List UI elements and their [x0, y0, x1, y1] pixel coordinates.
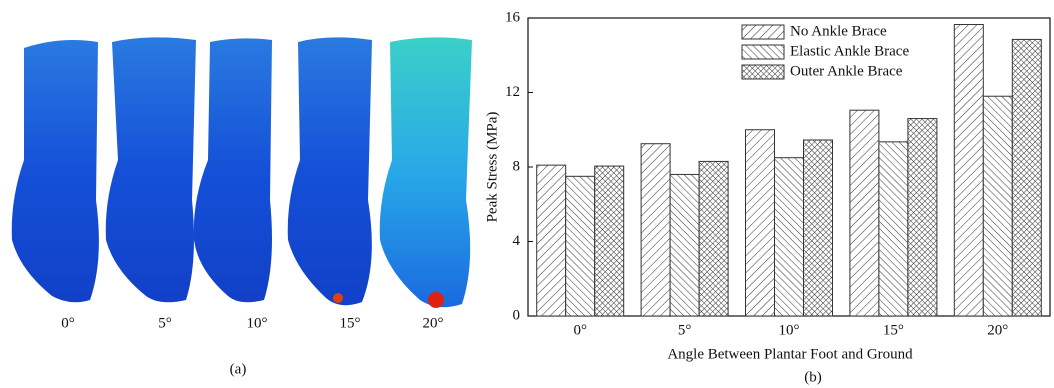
y-tick-label: 12 — [505, 84, 520, 100]
y-tick-label: 8 — [513, 158, 521, 174]
angle-label: 15° — [340, 315, 361, 331]
x-tick-label: 20° — [987, 322, 1008, 338]
legend-label: Outer Ankle Brace — [790, 63, 903, 79]
y-axis-label: Peak Stress (MPa) — [484, 112, 500, 223]
angle-label: 20° — [423, 315, 444, 331]
legend-label: No Ankle Brace — [790, 23, 887, 39]
x-axis-label: Angle Between Plantar Foot and Ground — [667, 346, 913, 362]
angle-label: 5° — [158, 315, 172, 331]
x-tick-label: 5° — [678, 322, 692, 338]
y-tick-label: 4 — [513, 233, 521, 249]
panel-a: (a) — [230, 361, 247, 377]
legend-swatch — [742, 65, 784, 79]
legend-swatch — [742, 45, 784, 59]
bar — [850, 110, 879, 316]
x-tick-label: 15° — [883, 322, 904, 338]
caption: (a) — [230, 361, 247, 377]
y-tick-label: 16 — [505, 9, 521, 25]
angle-label: 0° — [61, 315, 75, 331]
bar — [983, 96, 1012, 316]
bar — [699, 161, 728, 316]
bar — [775, 158, 804, 316]
bar — [566, 176, 595, 316]
legend-swatch — [742, 25, 784, 39]
caption: (b) — [804, 369, 822, 385]
figure: (a) (b) Angle Between Plantar Foot and G… — [0, 0, 1054, 388]
bar — [908, 119, 937, 316]
legend-label: Elastic Ankle Brace — [790, 43, 909, 59]
bar — [670, 174, 699, 316]
fea-images — [12, 37, 472, 308]
bar — [804, 140, 833, 316]
bar — [537, 165, 566, 316]
bar — [879, 142, 908, 316]
bar — [595, 166, 624, 316]
bar — [641, 144, 670, 316]
bar — [954, 25, 983, 316]
angle-label: 10° — [247, 315, 268, 331]
x-tick-label: 0° — [573, 322, 587, 338]
bar — [1012, 39, 1041, 316]
y-tick-label: 0 — [513, 307, 521, 323]
x-tick-label: 10° — [779, 322, 800, 338]
bar — [746, 130, 775, 316]
